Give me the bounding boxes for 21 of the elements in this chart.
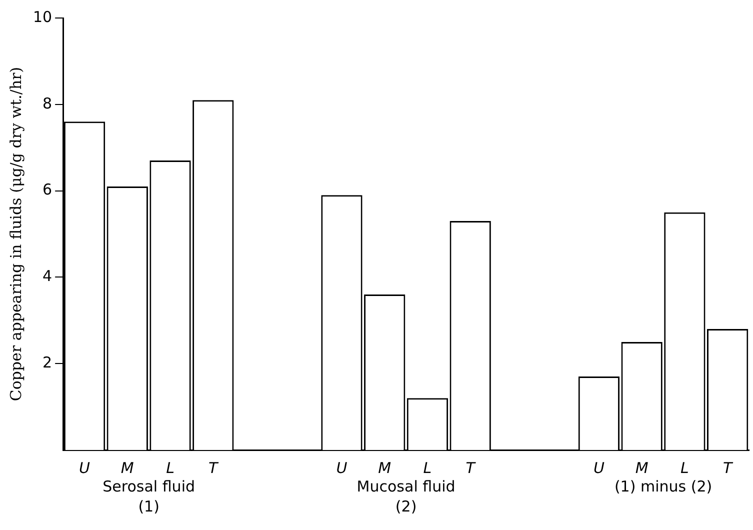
x-tick-label: T [466,458,477,477]
y-tick-label: 4 [42,267,52,286]
text: Serosal fluid (1) [102,477,196,516]
x-tick-label: U [593,458,604,477]
x-tick-label: L [166,458,174,477]
x-tick-label: L [680,458,689,477]
x-tick-label: U [336,458,348,477]
x-tick-label: U [79,458,90,477]
x-tick-label: M [120,458,134,477]
y-tick-label: 10 [32,8,52,26]
x-tick-label: L [423,458,432,477]
y-tick-label: 2 [42,353,52,372]
x-tick-label: T [722,458,734,477]
x-tick-label: M [635,458,648,477]
x-tick-label: M [378,458,392,477]
text: Mucosal fluid (2) [356,477,456,516]
text: (1) minus (2) [614,477,712,496]
y-tick-label: 8 [42,94,52,112]
y-tick-label: 6 [42,180,52,199]
y-axis-title: Copper appearing in fluids (μg/g dry wt./hr) [6,66,25,402]
x-tick-label: T [208,458,220,477]
